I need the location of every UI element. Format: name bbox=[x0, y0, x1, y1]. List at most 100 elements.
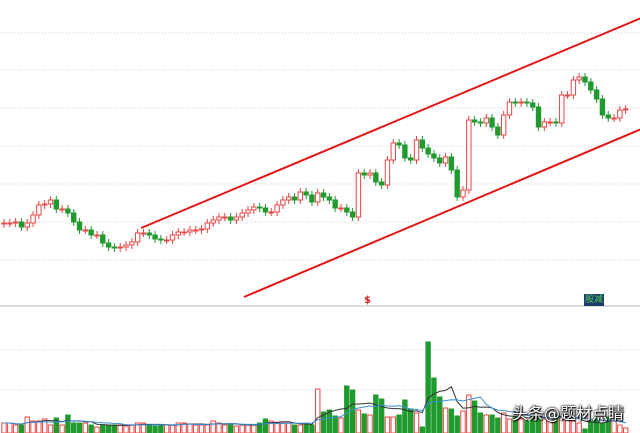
candle bbox=[105, 239, 112, 251]
candle bbox=[82, 226, 89, 234]
candle-body bbox=[483, 117, 489, 124]
candle-body bbox=[413, 139, 420, 161]
candle-body bbox=[71, 212, 77, 223]
candle bbox=[100, 231, 106, 247]
candle bbox=[204, 219, 211, 233]
candle bbox=[448, 153, 455, 174]
candle-body bbox=[280, 199, 286, 206]
candle bbox=[535, 103, 542, 131]
volume-bar bbox=[152, 425, 158, 433]
volume-bar bbox=[535, 414, 542, 433]
candle bbox=[233, 213, 240, 224]
volume-bar bbox=[187, 423, 193, 433]
candle bbox=[489, 114, 495, 131]
candle-body bbox=[541, 121, 548, 128]
volume-bar bbox=[216, 422, 222, 433]
candle-body bbox=[570, 79, 577, 96]
candle bbox=[320, 189, 327, 201]
event-marker-badge[interactable]: 股减 bbox=[584, 294, 605, 306]
candle-body bbox=[18, 221, 25, 228]
candle-body bbox=[129, 241, 135, 246]
volume-bar bbox=[7, 422, 13, 433]
candle-body bbox=[576, 76, 582, 81]
candle-body bbox=[187, 229, 193, 233]
candle bbox=[198, 225, 205, 234]
volume-bar bbox=[53, 417, 59, 433]
candle bbox=[117, 243, 123, 252]
volume-bar bbox=[82, 422, 89, 433]
candle-body bbox=[163, 239, 170, 242]
volume-bar bbox=[617, 424, 623, 433]
candle bbox=[129, 238, 135, 249]
candle-body bbox=[495, 126, 501, 136]
candle-body bbox=[36, 204, 42, 216]
candle bbox=[390, 139, 396, 164]
volume-bar bbox=[396, 414, 402, 433]
candle-body bbox=[547, 121, 553, 124]
candle bbox=[163, 236, 170, 244]
candle-body bbox=[193, 229, 199, 232]
candle-body bbox=[158, 238, 164, 241]
candle-body bbox=[622, 108, 629, 111]
volume-bar bbox=[593, 418, 600, 433]
candle-body bbox=[471, 119, 478, 123]
candle bbox=[547, 118, 553, 126]
candle-body bbox=[466, 119, 472, 191]
candle bbox=[477, 118, 484, 127]
volume-bar bbox=[466, 394, 472, 433]
volume-bar bbox=[36, 420, 42, 433]
candle bbox=[140, 229, 147, 237]
candle bbox=[564, 91, 571, 99]
candle-body bbox=[402, 144, 408, 159]
candle-body bbox=[111, 246, 118, 249]
candle bbox=[94, 231, 100, 239]
volume-bar bbox=[326, 409, 333, 433]
volume-bar bbox=[198, 424, 205, 433]
candle-body bbox=[222, 216, 228, 219]
candle-body bbox=[361, 172, 367, 176]
candle-body bbox=[285, 196, 292, 201]
candle-body bbox=[303, 191, 309, 196]
volume-bar bbox=[233, 425, 240, 433]
event-marker-s[interactable]: $ bbox=[364, 295, 371, 306]
candle-body bbox=[175, 231, 182, 236]
candle bbox=[285, 193, 292, 204]
volume-bar bbox=[512, 416, 518, 433]
candle bbox=[169, 231, 176, 244]
candle-body bbox=[332, 199, 338, 209]
candle bbox=[483, 114, 489, 127]
volume-bar bbox=[541, 418, 548, 433]
candle bbox=[210, 216, 216, 227]
candle bbox=[326, 193, 333, 204]
candle-body bbox=[344, 207, 350, 213]
candle-body bbox=[349, 211, 356, 218]
candle-body bbox=[7, 222, 13, 225]
candle-body bbox=[448, 156, 455, 171]
candle-body bbox=[500, 114, 507, 136]
volume-bar bbox=[303, 423, 309, 433]
volume-bar bbox=[378, 398, 385, 433]
candle-body bbox=[152, 234, 158, 240]
candle bbox=[570, 76, 577, 99]
candle-body bbox=[605, 114, 611, 119]
candle bbox=[506, 98, 513, 119]
candle bbox=[622, 105, 629, 114]
candle bbox=[437, 154, 443, 167]
candle bbox=[599, 95, 606, 119]
volume-bar bbox=[344, 385, 350, 433]
candle-body bbox=[134, 232, 141, 243]
candle bbox=[344, 204, 350, 216]
candle-body bbox=[169, 234, 176, 241]
volume-bar bbox=[425, 341, 431, 433]
candle bbox=[181, 228, 187, 236]
candle bbox=[373, 169, 379, 186]
candle bbox=[146, 229, 152, 239]
volume-bar bbox=[431, 377, 437, 433]
candle bbox=[338, 204, 344, 212]
volume-bar bbox=[530, 414, 536, 433]
candle-body bbox=[309, 194, 315, 203]
volume-bar bbox=[280, 422, 286, 433]
volume-bar bbox=[100, 424, 106, 433]
candle bbox=[466, 116, 472, 194]
